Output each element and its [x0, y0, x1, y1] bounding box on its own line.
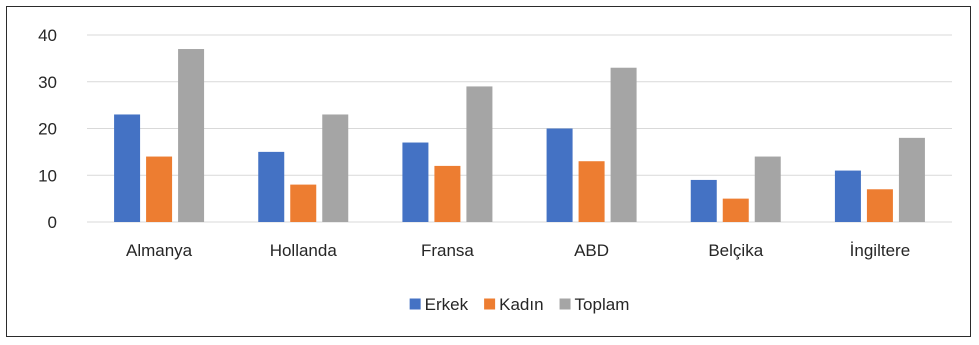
bar-erkek-3 — [546, 128, 573, 222]
y-tick-label: 10 — [38, 166, 57, 185]
x-axis-category-labels: Almanya Hollanda Fransa ABD Belçika İngiltere — [126, 241, 910, 260]
bar-erkek-1 — [258, 151, 285, 222]
bar-kadın-0 — [146, 156, 173, 222]
legend-swatch-kadın — [484, 298, 496, 310]
bar-toplam-4 — [754, 156, 781, 222]
legend-label: Erkek — [425, 295, 469, 314]
y-tick-label: 40 — [38, 26, 57, 45]
bar-kadın-4 — [722, 198, 749, 222]
legend-swatch-erkek — [409, 298, 421, 310]
x-category-label: İngiltere — [850, 241, 910, 260]
bar-kadın-2 — [434, 165, 461, 222]
x-category-label: ABD — [574, 241, 609, 260]
bar-kadın-1 — [290, 184, 317, 222]
y-axis-tick-labels: 0 10 20 30 40 — [38, 26, 57, 232]
bar-kadın-3 — [578, 161, 605, 222]
bar-toplam-2 — [466, 86, 493, 222]
y-tick-label: 20 — [38, 120, 57, 139]
bar-erkek-4 — [690, 179, 717, 222]
chart-frame: 0 10 20 30 40 Almanya Hollanda Fransa ABD Belçik… — [6, 6, 971, 337]
x-category-label: Hollanda — [270, 241, 338, 260]
legend-label: Toplam — [575, 295, 630, 314]
y-tick-label: 30 — [38, 73, 57, 92]
y-tick-label: 0 — [48, 213, 57, 232]
x-category-label: Fransa — [421, 241, 474, 260]
legend-item-erkek: Erkek — [409, 295, 469, 314]
legend-swatch-toplam — [559, 298, 571, 310]
bar-chart: 0 10 20 30 40 Almanya Hollanda Fransa ABD Belçik… — [38, 26, 952, 314]
bar-toplam-5 — [898, 137, 925, 222]
x-category-label: Belçika — [708, 241, 763, 260]
bar-erkek-5 — [834, 170, 861, 222]
bars — [114, 49, 925, 223]
legend-label: Kadın — [499, 295, 543, 314]
bar-erkek-2 — [402, 142, 429, 222]
x-category-label: Almanya — [126, 241, 193, 260]
legend-item-kadın: Kadın — [484, 295, 544, 314]
legend-item-toplam: Toplam — [559, 295, 630, 314]
gridlines — [87, 34, 952, 223]
bar-toplam-0 — [178, 49, 205, 223]
bar-kadın-5 — [866, 189, 893, 222]
bar-erkek-0 — [114, 114, 141, 222]
bar-toplam-3 — [610, 67, 637, 222]
bar-toplam-1 — [322, 114, 349, 222]
legend: Erkek Kadın Toplam — [409, 295, 630, 314]
